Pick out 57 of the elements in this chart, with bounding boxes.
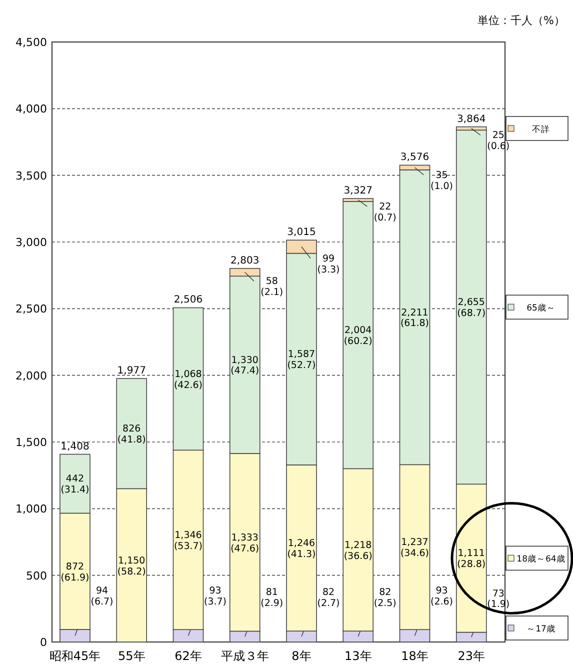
data-label: 35 (1.0): [430, 170, 454, 192]
x-tick-label: 18年: [401, 649, 428, 663]
total-label: 2,506: [174, 294, 203, 306]
legend-label: 不詳: [532, 124, 550, 135]
legend-label: 65歳～: [526, 302, 556, 314]
data-label: 93 (2.6): [430, 586, 454, 608]
total-label: 2,803: [230, 255, 260, 266]
x-tick-label: 昭和45年: [49, 649, 101, 663]
y-tick-label: 500: [26, 569, 47, 582]
total-label: 3,015: [287, 227, 316, 238]
data-label: 94 (6.7): [90, 585, 114, 608]
data-label: 1,246 (41.3): [287, 538, 316, 560]
x-tick-label: 平成３年: [220, 649, 269, 663]
data-label: 81 (2.9): [260, 587, 284, 610]
x-tick-label: 13年: [344, 649, 372, 663]
data-label: 58 (2.1): [260, 276, 284, 298]
data-label: 826 (41.8): [117, 424, 146, 446]
data-label: 872 (61.9): [60, 561, 90, 584]
data-label: 2,004 (60.2): [344, 325, 372, 347]
total-label: 1,408: [60, 441, 90, 452]
y-tick-label: 4,000: [16, 102, 47, 116]
total-label: 3,576: [400, 152, 430, 164]
total-label: 3,864: [457, 114, 486, 125]
data-label: 22 (0.7): [374, 201, 396, 224]
data-label: 1,330 (47.4): [230, 354, 260, 377]
y-tick-label: 1,000: [16, 502, 47, 516]
y-tick-label: 3,000: [16, 236, 47, 249]
data-label: 1,150 (58.2): [117, 555, 146, 578]
data-label: 1,587 (52.7): [287, 349, 316, 372]
data-label: 82 (2.7): [317, 587, 340, 609]
data-label: 1,111 (28.8): [457, 548, 486, 570]
data-label: 1,218 (36.6): [344, 540, 372, 562]
legend-label: 18歳～64歳: [516, 554, 566, 565]
data-label: 82 (2.5): [374, 587, 396, 609]
data-label: 99 (3.3): [317, 253, 340, 276]
legend-label: ～17歳: [526, 624, 556, 634]
x-tick-label: 23年: [458, 649, 486, 663]
data-label: 442 (31.4): [60, 474, 90, 496]
data-label: 1,346 (53.7): [174, 530, 203, 552]
data-label: 2,655 (68.7): [457, 297, 486, 320]
data-label: 1,068 (42.6): [174, 368, 203, 391]
data-label: 2,211 (61.8): [400, 307, 430, 330]
data-label: 1,237 (34.6): [400, 537, 430, 560]
y-tick-label: 1,500: [16, 436, 47, 449]
data-label: 93 (3.7): [204, 586, 227, 608]
x-tick-label: 62年: [174, 649, 202, 663]
total-label: 1,977: [117, 366, 146, 377]
data-label: 1,333 (47.6): [230, 532, 260, 554]
x-tick-label: 55年: [118, 649, 146, 663]
x-tick-label: 8年: [292, 649, 312, 663]
y-tick-label: 2,000: [16, 369, 47, 382]
y-tick-label: 3,500: [16, 169, 47, 182]
y-tick-label: 4,500: [16, 36, 47, 49]
y-tick-label: 2,500: [16, 302, 47, 316]
text: 単位：千人（%）: [478, 14, 565, 27]
total-label: 3,327: [344, 186, 372, 197]
y-tick-label: 0: [40, 636, 47, 649]
